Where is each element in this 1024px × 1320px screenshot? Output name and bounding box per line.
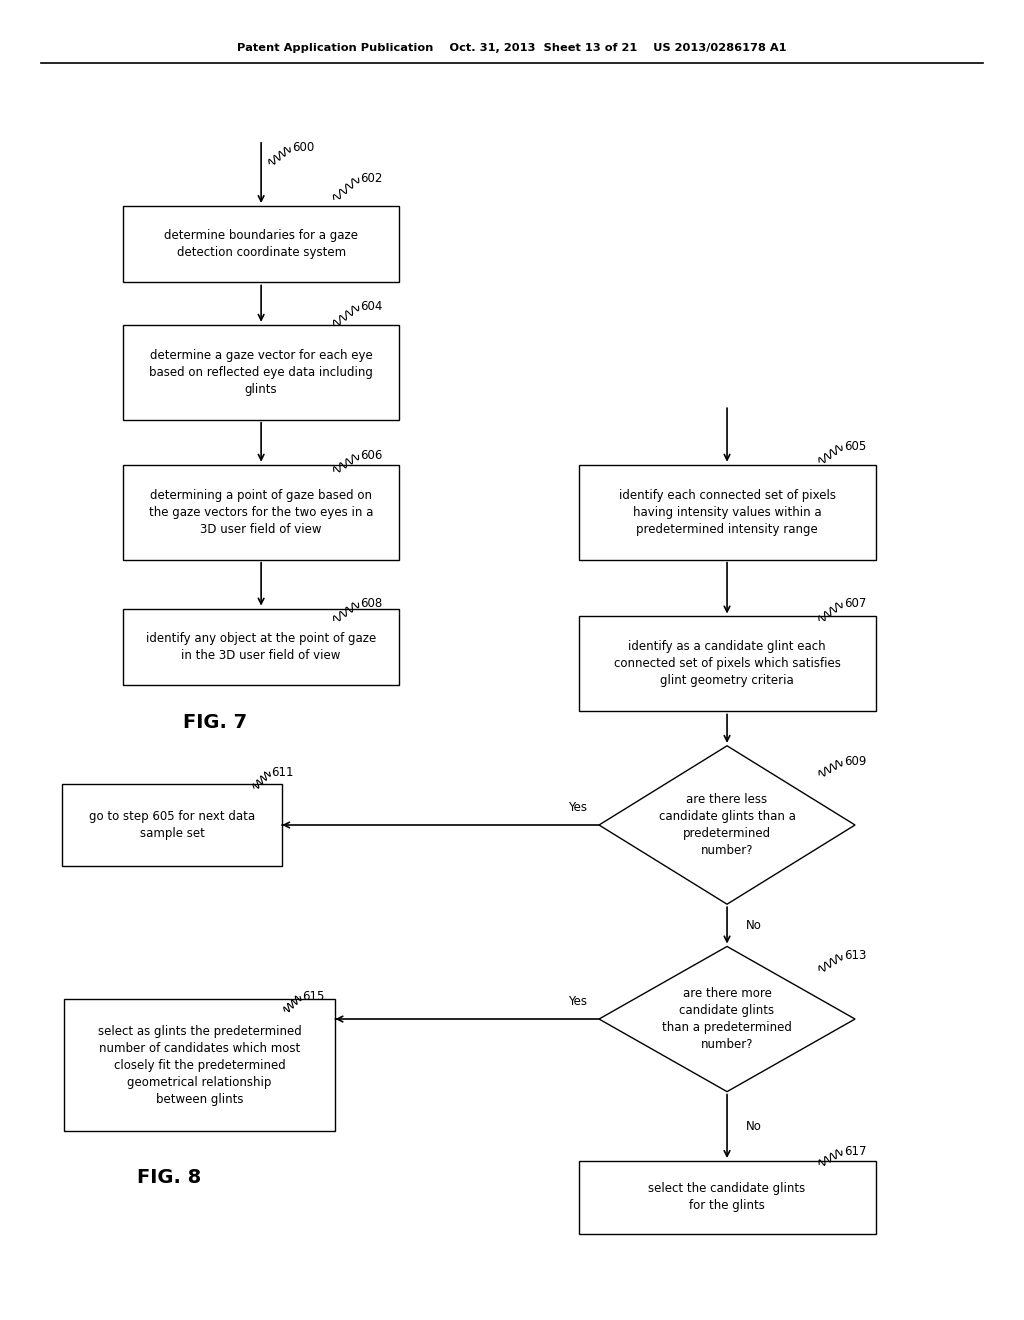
Polygon shape bbox=[599, 946, 855, 1092]
Text: 606: 606 bbox=[360, 449, 383, 462]
Text: 609: 609 bbox=[844, 755, 866, 768]
Text: Yes: Yes bbox=[567, 801, 587, 814]
Text: 600: 600 bbox=[292, 141, 314, 154]
Text: are there more
candidate glints
than a predetermined
number?: are there more candidate glints than a p… bbox=[663, 987, 792, 1051]
Text: Yes: Yes bbox=[567, 995, 587, 1008]
Text: No: No bbox=[745, 919, 762, 932]
Text: determine a gaze vector for each eye
based on reflected eye data including
glint: determine a gaze vector for each eye bas… bbox=[150, 348, 373, 396]
Text: Patent Application Publication    Oct. 31, 2013  Sheet 13 of 21    US 2013/02861: Patent Application Publication Oct. 31, … bbox=[238, 42, 786, 53]
Text: 604: 604 bbox=[360, 300, 383, 313]
Text: identify as a candidate glint each
connected set of pixels which satisfies
glint: identify as a candidate glint each conne… bbox=[613, 640, 841, 688]
FancyBboxPatch shape bbox=[63, 999, 336, 1131]
FancyBboxPatch shape bbox=[579, 465, 876, 560]
Text: FIG. 7: FIG. 7 bbox=[183, 713, 247, 731]
FancyBboxPatch shape bbox=[579, 616, 876, 711]
Text: 613: 613 bbox=[844, 949, 866, 962]
Text: 611: 611 bbox=[271, 766, 294, 779]
FancyBboxPatch shape bbox=[123, 325, 399, 420]
Text: 617: 617 bbox=[844, 1144, 866, 1158]
Text: FIG. 8: FIG. 8 bbox=[137, 1168, 201, 1187]
Text: select the candidate glints
for the glints: select the candidate glints for the glin… bbox=[648, 1183, 806, 1212]
FancyBboxPatch shape bbox=[62, 784, 283, 866]
Text: 602: 602 bbox=[360, 172, 383, 185]
Text: identify any object at the point of gaze
in the 3D user field of view: identify any object at the point of gaze… bbox=[146, 632, 376, 661]
Text: determine boundaries for a gaze
detection coordinate system: determine boundaries for a gaze detectio… bbox=[164, 230, 358, 259]
FancyBboxPatch shape bbox=[579, 1162, 876, 1233]
Text: determining a point of gaze based on
the gaze vectors for the two eyes in a
3D u: determining a point of gaze based on the… bbox=[148, 488, 374, 536]
Text: select as glints the predetermined
number of candidates which most
closely fit t: select as glints the predetermined numbe… bbox=[98, 1024, 301, 1106]
Text: 605: 605 bbox=[844, 440, 866, 453]
Text: are there less
candidate glints than a
predetermined
number?: are there less candidate glints than a p… bbox=[658, 793, 796, 857]
Text: go to step 605 for next data
sample set: go to step 605 for next data sample set bbox=[89, 810, 255, 840]
Text: 608: 608 bbox=[360, 597, 383, 610]
Text: No: No bbox=[745, 1119, 762, 1133]
Text: 615: 615 bbox=[302, 990, 325, 1003]
Text: 607: 607 bbox=[844, 597, 866, 610]
FancyBboxPatch shape bbox=[123, 206, 399, 282]
FancyBboxPatch shape bbox=[123, 609, 399, 685]
FancyBboxPatch shape bbox=[123, 465, 399, 560]
Polygon shape bbox=[599, 746, 855, 904]
Text: identify each connected set of pixels
having intensity values within a
predeterm: identify each connected set of pixels ha… bbox=[618, 488, 836, 536]
